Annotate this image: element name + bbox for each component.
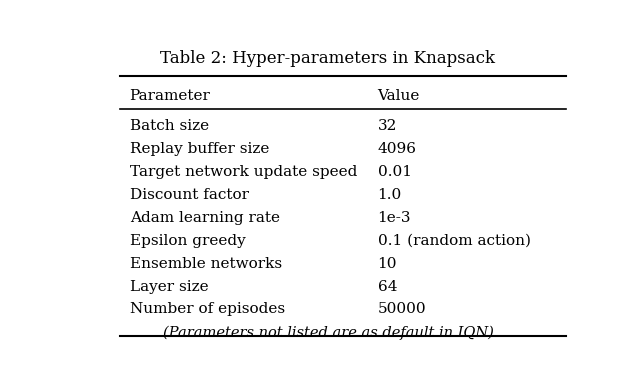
Text: 1.0: 1.0	[378, 188, 402, 202]
Text: Discount factor: Discount factor	[129, 188, 248, 202]
Text: 1e-3: 1e-3	[378, 211, 411, 225]
Text: Value: Value	[378, 89, 420, 103]
Text: Layer size: Layer size	[129, 279, 208, 294]
Text: Ensemble networks: Ensemble networks	[129, 256, 282, 270]
Text: Table 2: Hyper-parameters in Knapsack: Table 2: Hyper-parameters in Knapsack	[161, 50, 495, 67]
Text: 0.01: 0.01	[378, 165, 412, 179]
Text: 0.1 (random action): 0.1 (random action)	[378, 234, 531, 248]
Text: Batch size: Batch size	[129, 119, 209, 133]
Text: Replay buffer size: Replay buffer size	[129, 142, 269, 156]
Text: 4096: 4096	[378, 142, 417, 156]
Text: Epsilon greedy: Epsilon greedy	[129, 234, 245, 248]
Text: 10: 10	[378, 256, 397, 270]
Text: Adam learning rate: Adam learning rate	[129, 211, 280, 225]
Text: Parameter: Parameter	[129, 89, 211, 103]
Text: Target network update speed: Target network update speed	[129, 165, 357, 179]
Text: Number of episodes: Number of episodes	[129, 303, 285, 317]
Text: (Parameters not listed are as default in IQN): (Parameters not listed are as default in…	[163, 325, 493, 340]
Text: 32: 32	[378, 119, 397, 133]
Text: 64: 64	[378, 279, 397, 294]
Text: 50000: 50000	[378, 303, 426, 317]
